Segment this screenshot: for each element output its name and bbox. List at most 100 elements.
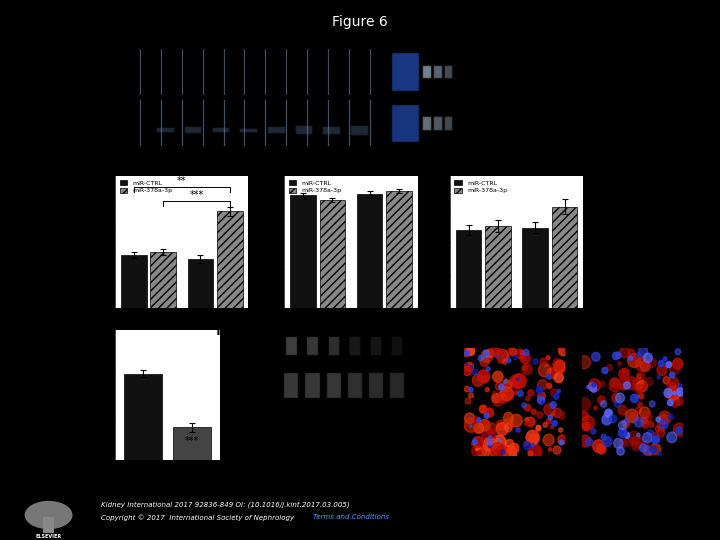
Circle shape <box>591 386 597 393</box>
Circle shape <box>636 433 640 437</box>
Circle shape <box>503 380 507 383</box>
Text: baseline: baseline <box>118 57 124 86</box>
Bar <box>552 207 577 308</box>
Bar <box>290 195 316 308</box>
Circle shape <box>602 414 611 425</box>
Circle shape <box>647 430 654 436</box>
Circle shape <box>637 381 647 392</box>
Circle shape <box>464 413 474 424</box>
Circle shape <box>499 384 504 390</box>
Circle shape <box>528 389 534 396</box>
Circle shape <box>598 396 606 404</box>
Legend: miR-CTRL, miR-378a-3p: miR-CTRL, miR-378a-3p <box>118 179 174 194</box>
Circle shape <box>629 413 639 423</box>
Circle shape <box>505 381 512 388</box>
Circle shape <box>496 420 505 430</box>
Circle shape <box>492 391 496 395</box>
Circle shape <box>492 395 503 406</box>
Circle shape <box>650 444 661 455</box>
Circle shape <box>667 377 679 390</box>
Circle shape <box>650 447 656 453</box>
Circle shape <box>626 409 638 422</box>
Circle shape <box>666 362 672 368</box>
Text: ladder: ladder <box>445 148 449 166</box>
Circle shape <box>471 366 473 368</box>
FancyBboxPatch shape <box>433 65 442 78</box>
Circle shape <box>600 401 606 407</box>
Circle shape <box>618 362 621 366</box>
Circle shape <box>592 383 595 387</box>
Text: miR-378a-3p: miR-378a-3p <box>397 405 424 433</box>
Circle shape <box>552 421 557 426</box>
Text: g: g <box>432 325 441 338</box>
FancyBboxPatch shape <box>368 373 383 397</box>
Circle shape <box>495 382 503 390</box>
Circle shape <box>487 439 492 446</box>
Text: miR-378a-3p: miR-378a-3p <box>354 405 382 433</box>
Circle shape <box>603 436 612 447</box>
Circle shape <box>483 350 490 357</box>
Bar <box>43 517 54 534</box>
Text: ***: *** <box>189 190 204 200</box>
Text: miR-CTRL: miR-CTRL <box>496 463 534 472</box>
Bar <box>386 191 412 308</box>
Circle shape <box>492 435 506 449</box>
Circle shape <box>593 440 605 453</box>
Circle shape <box>636 372 645 381</box>
Text: ***: *** <box>184 436 199 446</box>
Y-axis label: fold change: fold change <box>89 375 95 416</box>
Circle shape <box>592 352 600 361</box>
Circle shape <box>618 377 630 390</box>
Circle shape <box>624 418 629 423</box>
Circle shape <box>618 369 629 380</box>
Text: GAPDH: GAPDH <box>248 382 279 390</box>
Circle shape <box>559 440 564 445</box>
Circle shape <box>636 353 641 357</box>
Circle shape <box>643 423 648 428</box>
Circle shape <box>491 442 504 457</box>
Circle shape <box>523 442 531 450</box>
Circle shape <box>611 378 619 387</box>
Circle shape <box>649 451 652 454</box>
Circle shape <box>554 373 564 382</box>
Circle shape <box>624 382 630 389</box>
Circle shape <box>621 369 629 376</box>
Circle shape <box>479 448 486 457</box>
Text: Terms and Conditions: Terms and Conditions <box>313 514 390 520</box>
Circle shape <box>487 442 492 447</box>
Circle shape <box>474 417 480 422</box>
Circle shape <box>670 397 680 407</box>
Circle shape <box>604 413 609 418</box>
Circle shape <box>523 365 528 370</box>
Circle shape <box>531 443 534 447</box>
Bar <box>150 252 176 308</box>
Circle shape <box>614 400 621 407</box>
Circle shape <box>548 415 552 420</box>
Circle shape <box>667 432 677 443</box>
Circle shape <box>520 350 523 355</box>
Circle shape <box>591 429 595 434</box>
Circle shape <box>513 374 526 388</box>
Circle shape <box>499 394 507 403</box>
Circle shape <box>553 446 561 454</box>
Circle shape <box>546 374 551 379</box>
Circle shape <box>485 413 489 418</box>
Circle shape <box>492 393 500 402</box>
Circle shape <box>639 444 647 452</box>
Circle shape <box>503 413 513 423</box>
Circle shape <box>498 439 500 442</box>
Circle shape <box>551 389 558 396</box>
Circle shape <box>472 369 478 375</box>
Circle shape <box>522 403 526 408</box>
Circle shape <box>670 391 675 397</box>
Circle shape <box>580 435 591 447</box>
Y-axis label: serum urea in mmol/l: serum urea in mmol/l <box>431 204 436 279</box>
Text: miR-378a-3p: miR-378a-3p <box>302 152 352 160</box>
Circle shape <box>477 370 490 383</box>
Circle shape <box>469 388 473 392</box>
Circle shape <box>649 422 654 427</box>
Circle shape <box>619 439 626 448</box>
Circle shape <box>554 361 565 373</box>
Circle shape <box>525 421 529 426</box>
Circle shape <box>464 386 469 392</box>
